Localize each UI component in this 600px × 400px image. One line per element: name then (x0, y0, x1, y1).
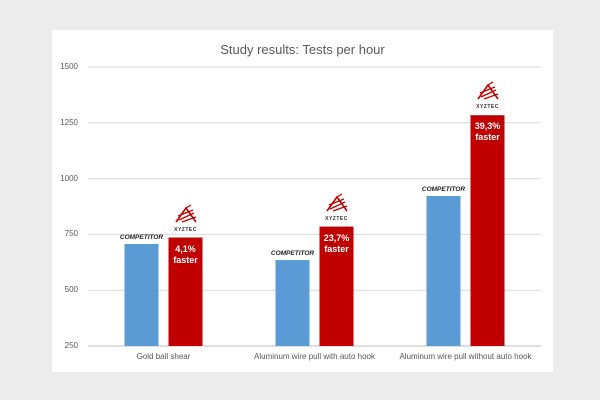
xyztec-logo-text: XYZTEC (174, 226, 197, 233)
chart-plot (88, 66, 541, 347)
xyztec-logo: XYZTEC (166, 203, 206, 233)
xyztec-logo-icon (476, 81, 499, 100)
bar-xyztec (319, 226, 354, 346)
y-tick-label: 250 (64, 341, 78, 350)
xyztec-logo-text: XYZTEC (476, 104, 499, 111)
y-tick-label: 1250 (60, 117, 78, 127)
x-tick-label: Gold ball shear (136, 352, 191, 361)
y-tick-label: 1500 (60, 62, 78, 71)
competitor-label: COMPETITOR (421, 186, 466, 193)
competitor-label: COMPETITOR (119, 233, 164, 241)
y-tick-label: 500 (64, 285, 78, 295)
bar-competitor (426, 196, 461, 346)
percent-label: 23,7% (323, 232, 350, 243)
bar-competitor (275, 260, 310, 346)
competitor-label: COMPETITOR (270, 250, 315, 258)
xyztec-logo: XYZTEC (317, 193, 357, 222)
y-tick-label: 1000 (60, 173, 78, 183)
bar-xyztec (168, 237, 203, 346)
faster-label: faster (475, 132, 500, 143)
faster-label: faster (173, 254, 198, 265)
chart-title: Study results: Tests per hour (220, 42, 385, 57)
xyztec-logo-icon (174, 203, 197, 223)
y-tick-label: 750 (64, 229, 78, 239)
chart-card: Study results: Tests per hour 250 500 750 1… (52, 30, 553, 372)
bar-competitor (124, 243, 159, 346)
percent-label: 4,1% (175, 243, 196, 254)
bar-xyztec (470, 115, 505, 346)
xyztec-logo: XYZTEC (468, 81, 508, 110)
x-tick-label: Aluminum wire pull with auto hook (254, 352, 375, 361)
x-tick-label: Aluminum wire pull without auto hook (399, 352, 532, 361)
faster-label: faster (324, 243, 349, 254)
xyztec-logo-icon (325, 193, 348, 212)
percent-label: 39,3% (474, 121, 501, 132)
xyztec-logo-text: XYZTEC (325, 215, 348, 222)
